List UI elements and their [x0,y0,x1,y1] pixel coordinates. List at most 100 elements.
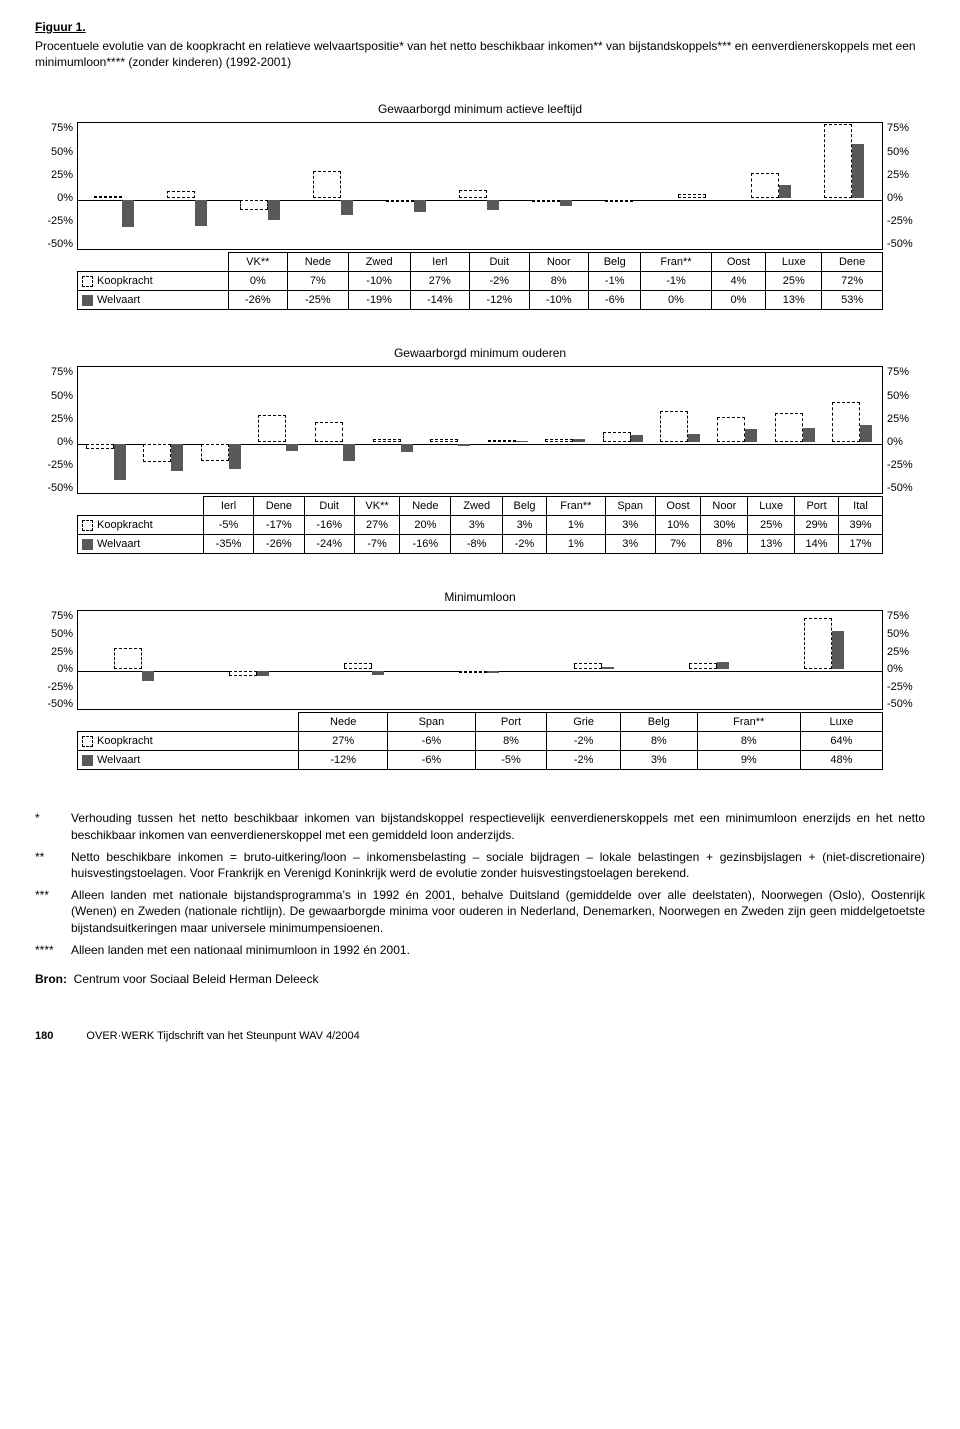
table-country-cell: Port [475,713,547,732]
table-row-header-koopkracht: Koopkracht [78,732,299,751]
table-country-cell: Noor [701,497,748,516]
table-blank-cell [78,713,299,732]
table-value-cell: -6% [388,732,475,751]
table-country-cell: Luxe [748,497,795,516]
bar-slot [595,367,652,493]
y-tick: 25% [35,646,73,658]
bar-welvaart [631,435,643,442]
table-country-cell: Dene [822,253,883,272]
bar-koopkracht [532,200,560,202]
y-tick: -25% [35,215,73,227]
bar-koopkracht [229,671,257,676]
bar-koopkracht [751,173,779,199]
table-value-cell: 20% [400,516,451,535]
bar-welvaart [114,444,126,480]
y-tick: 75% [887,122,925,134]
bar-koopkracht [459,671,487,673]
y-tick: -50% [887,482,925,494]
bar-koopkracht [605,200,633,202]
table-country-cell: Belg [589,253,641,272]
table-country-cell: Nede [299,713,388,732]
y-tick: 25% [887,169,925,181]
bar-welvaart [257,671,269,676]
bar-welvaart [229,444,241,469]
table-value-cell: -2% [470,272,529,291]
bar-koopkracht [430,439,458,442]
bar-koopkracht [167,191,195,198]
table-country-cell: Duit [304,497,354,516]
table-value-cell: -26% [228,291,287,310]
bar-slot [517,123,590,249]
page-footer: 180 OVER·WERK Tijdschrift van het Steunp… [35,1030,925,1042]
y-tick: 0% [35,663,73,675]
table-country-cell: Belg [620,713,697,732]
bar-slot [537,367,594,493]
table-value-cell: -5% [204,516,254,535]
table-country-cell: Zwed [348,253,410,272]
table-value-cell: 8% [697,732,800,751]
bar-welvaart [516,441,528,442]
table-country-cell: Port [795,497,839,516]
table-value-cell: -16% [400,535,451,554]
y-tick: 75% [887,610,925,622]
table-country-cell: Fran** [546,497,605,516]
table-country-cell: Noor [529,253,588,272]
chart-plot [77,366,883,494]
bar-slot [224,123,297,249]
bar-welvaart [268,200,280,219]
table-value-cell: -35% [204,535,254,554]
table-country-cell: Ierl [204,497,254,516]
bar-slot [809,123,882,249]
bar-slot [443,123,516,249]
table-value-cell: 27% [299,732,388,751]
table-value-cell: 72% [822,272,883,291]
table-value-cell: 1% [546,516,605,535]
chart-plot [77,610,883,710]
bar-slot [78,367,135,493]
table-value-cell: -6% [589,291,641,310]
table-country-cell: Oost [655,497,701,516]
y-tick: 75% [35,366,73,378]
bar-koopkracht [459,190,487,198]
table-value-cell: 0% [711,291,766,310]
bar-koopkracht [603,432,631,442]
footer-text: OVER·WERK Tijdschrift van het Steunpunt … [86,1030,359,1042]
table-value-cell: 39% [839,516,883,535]
bar-slot [78,611,193,709]
table-value-cell: 3% [451,516,503,535]
bar-welvaart [803,428,815,442]
table-value-cell: 7% [655,535,701,554]
table-value-cell: 25% [766,272,822,291]
bar-koopkracht [258,415,286,443]
table-country-cell: Oost [711,253,766,272]
bars-container [78,611,882,709]
bar-welvaart [286,444,298,451]
bar-slot [308,611,423,709]
footnotes: *Verhouding tussen het netto beschikbaar… [35,810,925,958]
footnote: *Verhouding tussen het netto beschikbaar… [35,810,925,842]
table-country-cell: Ital [839,497,883,516]
table-value-cell: 1% [546,535,605,554]
bar-koopkracht [717,417,745,443]
table-value-cell: 9% [697,751,800,770]
bars-container [78,123,882,249]
y-tick: -25% [887,459,925,471]
table-blank-cell [78,253,229,272]
table-value-cell: -1% [589,272,641,291]
table-country-cell: Luxe [800,713,882,732]
bar-koopkracht [201,444,229,460]
table-value-cell: -16% [304,516,354,535]
table-value-cell: 13% [766,291,822,310]
data-table: VK**NedeZwedIerlDuitNoorBelgFran**OostLu… [77,252,883,310]
table-value-cell: -19% [348,291,410,310]
table-row-header-welvaart: Welvaart [78,751,299,770]
y-tick: 75% [35,610,73,622]
bar-welvaart [779,185,791,198]
table-value-cell: 3% [620,751,697,770]
y-tick: -25% [35,681,73,693]
bar-slot [480,367,537,493]
table-value-cell: -12% [470,291,529,310]
y-tick: 75% [35,122,73,134]
bar-koopkracht [824,124,852,198]
y-tick: -50% [35,482,73,494]
